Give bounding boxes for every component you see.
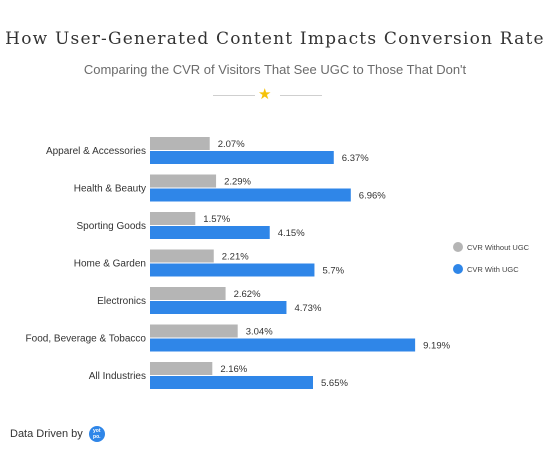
data-label-cvr-without-ugc-food-beverage-tobacco: 3.04% <box>246 327 273 338</box>
data-label-cvr-without-ugc-all-industries: 2.16% <box>220 364 247 375</box>
bar-cvr-with-ugc-home-garden <box>150 263 315 277</box>
data-label-cvr-with-ugc-sporting-goods: 4.15% <box>278 228 305 239</box>
bar-cvr-without-ugc-electronics <box>150 287 226 300</box>
legend-item-with-ugc: CVR With UGC <box>453 262 529 276</box>
data-label-cvr-with-ugc-home-garden: 5.7% <box>322 266 344 277</box>
divider-right <box>280 95 322 96</box>
data-label-cvr-without-ugc-electronics: 2.62% <box>234 289 261 300</box>
bar-cvr-without-ugc-food-beverage-tobacco <box>150 324 238 338</box>
data-label-cvr-with-ugc-apparel-accessories: 6.37% <box>342 153 369 164</box>
bar-cvr-with-ugc-food-beverage-tobacco <box>150 338 416 352</box>
bar-cvr-without-ugc-apparel-accessories <box>150 137 210 150</box>
data-label-cvr-without-ugc-health-beauty: 2.29% <box>224 177 251 188</box>
data-label-cvr-with-ugc-electronics: 4.73% <box>294 303 321 314</box>
legend: CVR Without UGC CVR With UGC <box>453 240 529 284</box>
category-label-home-garden: Home & Garden <box>74 259 146 270</box>
category-label-all-industries: All Industries <box>89 371 146 382</box>
footer-text: Data Driven by <box>10 428 83 440</box>
chart-subtitle: Comparing the CVR of Visitors That See U… <box>83 62 467 77</box>
legend-label-without-ugc: CVR Without UGC <box>467 242 530 252</box>
yotpo-logo: yot po. <box>88 426 105 442</box>
bar-chart: Apparel & Accessories 2.07% 6.37% Health & … <box>26 137 451 389</box>
category-label-food-beverage-tobacco: Food, Beverage & Tobacco <box>26 334 147 345</box>
bar-cvr-with-ugc-apparel-accessories <box>150 151 334 164</box>
data-label-cvr-with-ugc-all-industries: 5.65% <box>321 378 348 389</box>
legend-dot-with-ugc <box>453 264 463 274</box>
bar-cvr-with-ugc-all-industries <box>150 376 314 389</box>
bar-cvr-with-ugc-health-beauty <box>150 188 351 202</box>
data-label-cvr-with-ugc-food-beverage-tobacco: 9.19% <box>423 341 450 352</box>
category-label-apparel-accessories: Apparel & Accessories <box>46 146 146 157</box>
bar-cvr-without-ugc-health-beauty <box>150 174 217 188</box>
bar-cvr-with-ugc-electronics <box>150 301 287 314</box>
category-label-sporting-goods: Sporting Goods <box>77 221 147 232</box>
bar-cvr-with-ugc-sporting-goods <box>150 226 270 239</box>
divider-left <box>213 95 255 96</box>
data-label-cvr-with-ugc-health-beauty: 6.96% <box>359 191 386 202</box>
category-label-electronics: Electronics <box>97 296 146 307</box>
legend-dot-without-ugc <box>453 242 463 252</box>
bar-cvr-without-ugc-home-garden <box>150 249 214 263</box>
star-icon: ★ <box>258 86 272 103</box>
footer: Data Driven by yot po. <box>10 426 105 442</box>
logo-text: yot po. <box>93 428 101 440</box>
data-label-cvr-without-ugc-sporting-goods: 1.57% <box>203 214 230 225</box>
data-label-cvr-without-ugc-home-garden: 2.21% <box>222 252 249 263</box>
category-label-health-beauty: Health & Beauty <box>74 184 146 195</box>
legend-item-without-ugc: CVR Without UGC <box>453 240 529 254</box>
bar-cvr-without-ugc-all-industries <box>150 362 213 375</box>
chart-title: How User-Generated Content Impacts Conve… <box>5 29 545 49</box>
bar-cvr-without-ugc-sporting-goods <box>150 212 196 225</box>
legend-label-with-ugc: CVR With UGC <box>467 264 519 274</box>
data-label-cvr-without-ugc-apparel-accessories: 2.07% <box>218 139 245 150</box>
